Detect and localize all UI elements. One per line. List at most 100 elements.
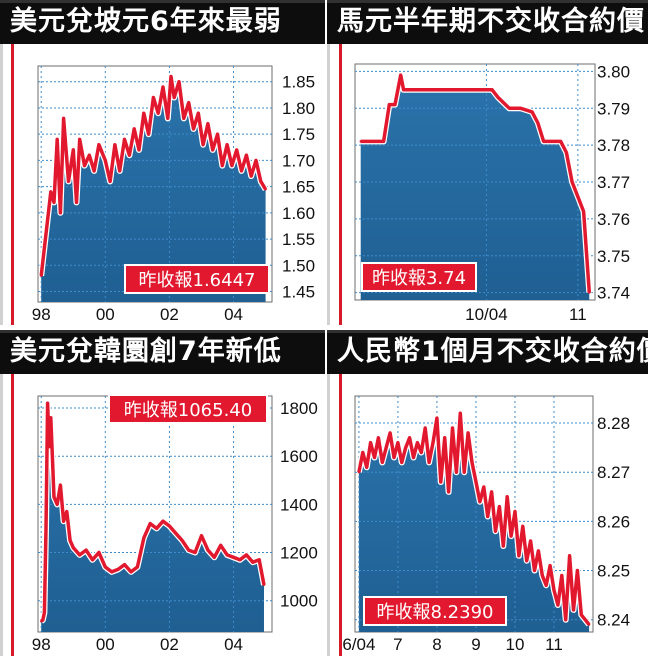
data-point bbox=[576, 195, 580, 198]
y-tick-label: 3.76 bbox=[597, 210, 630, 229]
x-tick-label: 02 bbox=[160, 305, 179, 324]
data-point bbox=[373, 456, 376, 459]
data-point bbox=[588, 291, 591, 294]
area-fill bbox=[360, 75, 590, 300]
y-tick-label: 8.28 bbox=[597, 414, 630, 433]
y-tick-label: 8.24 bbox=[597, 611, 630, 630]
y-tick-label: 3.75 bbox=[597, 247, 630, 266]
data-point bbox=[402, 88, 405, 91]
data-point bbox=[584, 618, 587, 621]
data-point bbox=[450, 88, 454, 91]
y-tick-label: 1.50 bbox=[282, 256, 315, 275]
data-point bbox=[201, 143, 205, 146]
data-point bbox=[459, 412, 462, 415]
data-point bbox=[65, 510, 69, 513]
data-point bbox=[521, 525, 524, 528]
accent-rule bbox=[339, 374, 342, 656]
data-point bbox=[416, 441, 419, 444]
data-point bbox=[221, 164, 224, 167]
data-point bbox=[118, 169, 121, 173]
data-point bbox=[359, 140, 362, 143]
data-point bbox=[225, 553, 229, 557]
data-point bbox=[72, 546, 75, 549]
data-point bbox=[447, 490, 450, 494]
data-point bbox=[451, 426, 454, 430]
data-point bbox=[388, 103, 391, 106]
data-point bbox=[104, 159, 107, 162]
data-point bbox=[462, 88, 465, 91]
data-point bbox=[142, 536, 145, 540]
data-point bbox=[67, 180, 70, 183]
data-point bbox=[52, 495, 56, 499]
accent-rule bbox=[11, 44, 14, 325]
data-point bbox=[155, 527, 158, 530]
data-point bbox=[173, 96, 176, 99]
data-point bbox=[537, 549, 540, 553]
x-tick-label: 10 bbox=[506, 635, 525, 654]
data-point bbox=[200, 534, 203, 537]
data-point bbox=[84, 548, 88, 552]
data-point bbox=[556, 603, 560, 607]
data-point bbox=[49, 416, 52, 419]
area-fill bbox=[41, 403, 265, 632]
data-point bbox=[474, 480, 478, 484]
annotation-label: 昨收報1.6447 bbox=[139, 270, 256, 291]
data-point bbox=[399, 73, 402, 77]
data-point bbox=[369, 441, 372, 444]
series-line bbox=[360, 73, 592, 293]
data-point bbox=[435, 416, 439, 420]
data-point bbox=[254, 159, 258, 162]
data-point bbox=[357, 471, 361, 474]
data-point bbox=[490, 490, 493, 494]
data-point bbox=[498, 505, 501, 508]
x-tick-label: 9 bbox=[471, 635, 480, 654]
data-point bbox=[193, 551, 197, 554]
data-point bbox=[187, 548, 190, 552]
data-point bbox=[570, 180, 574, 184]
data-point bbox=[509, 534, 513, 538]
y-tick-label: 1200 bbox=[280, 544, 318, 563]
y-tick-label: 1600 bbox=[280, 447, 318, 466]
data-point bbox=[542, 140, 545, 143]
data-point bbox=[97, 143, 101, 146]
data-point bbox=[78, 553, 81, 557]
data-point bbox=[142, 112, 145, 115]
data-point bbox=[385, 446, 388, 449]
data-point bbox=[137, 148, 141, 152]
data-point bbox=[41, 618, 44, 622]
data-point bbox=[405, 88, 408, 91]
data-point bbox=[136, 565, 139, 569]
data-point bbox=[439, 480, 442, 484]
data-point bbox=[536, 121, 540, 125]
y-tick-label: 3.79 bbox=[597, 99, 630, 118]
data-point bbox=[392, 456, 396, 459]
data-point bbox=[211, 148, 214, 152]
data-point bbox=[553, 140, 557, 143]
data-point bbox=[235, 148, 238, 152]
data-point bbox=[206, 548, 210, 552]
panel-divider bbox=[0, 44, 3, 325]
data-point bbox=[129, 570, 133, 573]
data-point bbox=[48, 445, 51, 448]
data-point bbox=[506, 495, 509, 498]
data-point bbox=[513, 510, 517, 513]
data-point bbox=[56, 138, 59, 141]
data-point bbox=[123, 563, 126, 566]
data-point bbox=[182, 117, 185, 120]
data-point bbox=[44, 527, 48, 530]
data-point bbox=[463, 471, 466, 474]
data-point bbox=[123, 138, 126, 141]
chart-title: 人民幣1個月不交收合約價 bbox=[327, 330, 648, 374]
chart-svg: 1800 1600 1400 1200 1000 98 00 02 04 昨收報1065.40 bbox=[32, 394, 318, 654]
data-point bbox=[166, 117, 169, 120]
x-tick-label: 04 bbox=[224, 635, 243, 654]
data-point bbox=[161, 520, 165, 523]
data-point bbox=[416, 88, 420, 91]
data-point bbox=[529, 539, 532, 543]
data-point bbox=[548, 564, 552, 567]
data-point bbox=[382, 140, 385, 143]
data-point bbox=[245, 154, 248, 157]
data-point bbox=[192, 127, 195, 131]
chart-svg: 3.80 3.79 3.78 3.77 3.76 3.75 3.74 10/04 11 昨收報3.… bbox=[354, 62, 630, 324]
data-point bbox=[133, 127, 136, 131]
